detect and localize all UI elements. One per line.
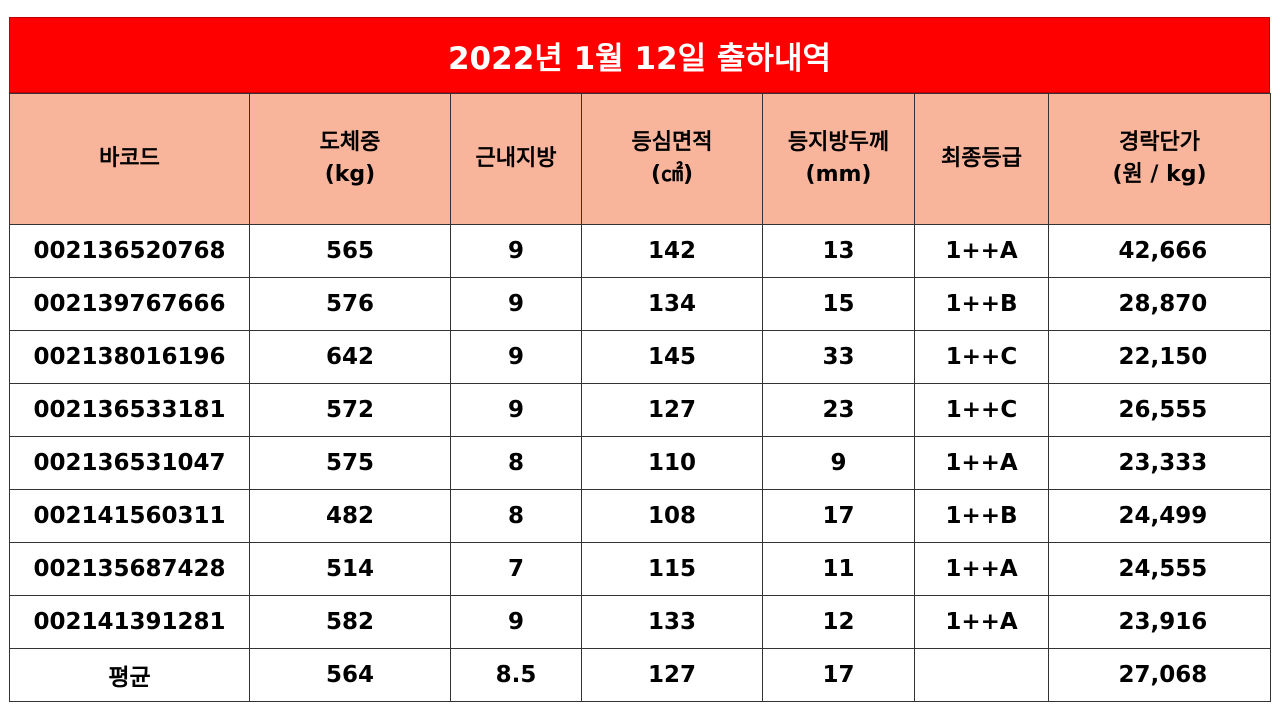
ribeye-area-cell: 134 — [581, 277, 763, 331]
table-row: 002136533181 572 9 127 23 1++C 26,555 — [9, 383, 1271, 437]
grade-cell: 1++C — [914, 330, 1049, 384]
table-body: 002136520768 565 9 142 13 1++A 42,666 002139767… — [9, 224, 1271, 702]
shipment-report: 2022년 1월 12일 출하내역 바코드 도체중 (kg) 근내지방 등심면적(… — [9, 17, 1271, 702]
ribeye-area-cell: 110 — [581, 436, 763, 490]
backfat-cell: 17 — [762, 648, 915, 702]
shipment-table: 바코드 도체중 (kg) 근내지방 등심면적 (㎠) 등지방두께 (mm) 최종등급 … — [9, 93, 1271, 702]
header-auction-price: 경락단가 (원 / kg) — [1048, 93, 1271, 225]
backfat-cell: 9 — [762, 436, 915, 490]
header-row: 바코드 도체중 (kg) 근내지방 등심면적 (㎠) 등지방두께 (mm) 최종등급 … — [9, 93, 1271, 225]
carcass-weight-cell: 575 — [249, 436, 451, 490]
carcass-weight-cell: 565 — [249, 224, 451, 278]
price-cell: 27,068 — [1048, 648, 1271, 702]
backfat-cell: 15 — [762, 277, 915, 331]
backfat-cell: 17 — [762, 489, 915, 543]
price-cell: 23,916 — [1048, 595, 1271, 649]
table-row: 002135687428 514 7 115 11 1++A 24,555 — [9, 542, 1271, 596]
ribeye-area-cell: 145 — [581, 330, 763, 384]
barcode-cell: 002136531047 — [9, 436, 250, 490]
header-barcode: 바코드 — [9, 93, 250, 225]
price-cell: 23,333 — [1048, 436, 1271, 490]
carcass-weight-cell: 582 — [249, 595, 451, 649]
grade-cell: 1++A — [914, 224, 1049, 278]
grade-cell — [914, 648, 1049, 702]
ribeye-area-cell: 127 — [581, 648, 763, 702]
barcode-cell: 002141560311 — [9, 489, 250, 543]
carcass-weight-cell: 642 — [249, 330, 451, 384]
header-ribeye-area: 등심면적 (㎠) — [581, 93, 763, 225]
marbling-cell: 9 — [450, 277, 582, 331]
table-row: 002138016196 642 9 145 33 1++C 22,150 — [9, 330, 1271, 384]
table-row: 002136520768 565 9 142 13 1++A 42,666 — [9, 224, 1271, 278]
report-title: 2022년 1월 12일 출하내역 — [9, 17, 1270, 93]
backfat-cell: 11 — [762, 542, 915, 596]
price-cell: 42,666 — [1048, 224, 1271, 278]
carcass-weight-cell: 482 — [249, 489, 451, 543]
table-row: 002141560311 482 8 108 17 1++B 24,499 — [9, 489, 1271, 543]
ribeye-area-cell: 115 — [581, 542, 763, 596]
header-marbling: 근내지방 — [450, 93, 582, 225]
marbling-cell: 9 — [450, 330, 582, 384]
average-row: 평균 564 8.5 127 17 27,068 — [9, 648, 1271, 702]
ribeye-area-cell: 133 — [581, 595, 763, 649]
carcass-weight-cell: 572 — [249, 383, 451, 437]
header-backfat-thickness: 등지방두께 (mm) — [762, 93, 915, 225]
barcode-cell: 평균 — [9, 648, 250, 702]
marbling-cell: 9 — [450, 595, 582, 649]
price-cell: 26,555 — [1048, 383, 1271, 437]
grade-cell: 1++B — [914, 277, 1049, 331]
ribeye-area-cell: 108 — [581, 489, 763, 543]
barcode-cell: 002138016196 — [9, 330, 250, 384]
grade-cell: 1++A — [914, 436, 1049, 490]
price-cell: 28,870 — [1048, 277, 1271, 331]
grade-cell: 1++A — [914, 595, 1049, 649]
marbling-cell: 9 — [450, 224, 582, 278]
table-row: 002141391281 582 9 133 12 1++A 23,916 — [9, 595, 1271, 649]
barcode-cell: 002141391281 — [9, 595, 250, 649]
backfat-cell: 23 — [762, 383, 915, 437]
header-carcass-weight: 도체중 (kg) — [249, 93, 451, 225]
backfat-cell: 13 — [762, 224, 915, 278]
grade-cell: 1++C — [914, 383, 1049, 437]
marbling-cell: 8 — [450, 436, 582, 490]
grade-cell: 1++B — [914, 489, 1049, 543]
table-row: 002139767666 576 9 134 15 1++B 28,870 — [9, 277, 1271, 331]
carcass-weight-cell: 576 — [249, 277, 451, 331]
carcass-weight-cell: 564 — [249, 648, 451, 702]
marbling-cell: 9 — [450, 383, 582, 437]
header-final-grade: 최종등급 — [914, 93, 1049, 225]
marbling-cell: 8.5 — [450, 648, 582, 702]
table-row: 002136531047 575 8 110 9 1++A 23,333 — [9, 436, 1271, 490]
ribeye-area-cell: 142 — [581, 224, 763, 278]
barcode-cell: 002135687428 — [9, 542, 250, 596]
carcass-weight-cell: 514 — [249, 542, 451, 596]
barcode-cell: 002136533181 — [9, 383, 250, 437]
marbling-cell: 7 — [450, 542, 582, 596]
price-cell: 24,499 — [1048, 489, 1271, 543]
price-cell: 22,150 — [1048, 330, 1271, 384]
marbling-cell: 8 — [450, 489, 582, 543]
price-cell: 24,555 — [1048, 542, 1271, 596]
grade-cell: 1++A — [914, 542, 1049, 596]
backfat-cell: 12 — [762, 595, 915, 649]
barcode-cell: 002139767666 — [9, 277, 250, 331]
ribeye-area-cell: 127 — [581, 383, 763, 437]
barcode-cell: 002136520768 — [9, 224, 250, 278]
backfat-cell: 33 — [762, 330, 915, 384]
